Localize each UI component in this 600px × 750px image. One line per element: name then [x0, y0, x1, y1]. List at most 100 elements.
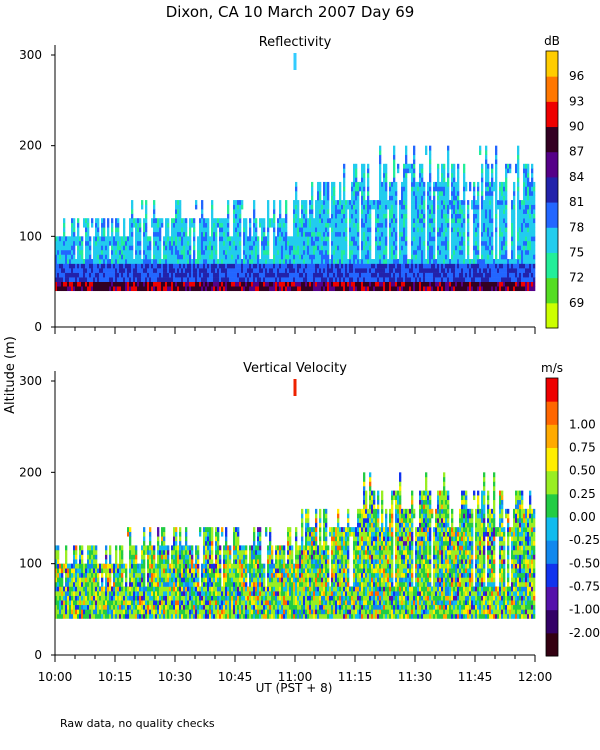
heatmap-cell: [105, 249, 108, 255]
heatmap-cell: [173, 227, 176, 233]
heatmap-cell: [287, 254, 290, 260]
heatmap-cell: [57, 563, 60, 569]
heatmap-cell: [523, 259, 526, 264]
heatmap-cell: [59, 595, 62, 601]
heatmap-cell: [67, 563, 70, 569]
heatmap-cell: [337, 218, 340, 224]
heatmap-cell: [301, 240, 304, 246]
heatmap-cell: [151, 268, 154, 273]
heatmap-cell: [97, 577, 100, 583]
heatmap-cell: [331, 281, 334, 287]
heatmap-cell: [205, 236, 208, 242]
heatmap-cell: [241, 277, 244, 282]
heatmap-cell: [81, 236, 84, 242]
heatmap-cell: [503, 249, 506, 255]
heatmap-cell: [107, 222, 110, 228]
heatmap-cell: [235, 245, 238, 251]
heatmap-cell: [253, 209, 256, 214]
heatmap-cell: [415, 218, 418, 224]
heatmap-cell: [137, 286, 140, 292]
heatmap-cell: [91, 595, 94, 601]
heatmap-cell: [479, 263, 482, 269]
heatmap-cell: [343, 191, 346, 196]
heatmap-cell: [133, 559, 136, 564]
heatmap-cell: [413, 286, 416, 292]
heatmap-cell: [385, 213, 388, 219]
heatmap-cell: [261, 277, 264, 282]
heatmap-cell: [243, 263, 246, 269]
heatmap-cell: [123, 240, 126, 246]
heatmap-cell: [111, 604, 114, 610]
heatmap-cell: [183, 240, 186, 246]
heatmap-cell: [411, 277, 414, 282]
heatmap-cell: [343, 236, 346, 242]
heatmap-cell: [91, 554, 94, 560]
heatmap-cell: [67, 281, 70, 287]
heatmap-cell: [361, 222, 364, 228]
heatmap-cell: [239, 259, 242, 264]
heatmap-cell: [481, 177, 484, 183]
heatmap-cell: [391, 213, 394, 219]
heatmap-cell: [331, 218, 334, 224]
heatmap-cell: [527, 272, 530, 278]
heatmap-cell: [363, 177, 366, 183]
heatmap-cell: [463, 281, 466, 287]
heatmap-cell: [499, 236, 502, 242]
heatmap-cell: [487, 213, 490, 219]
heatmap-cell: [287, 259, 290, 264]
heatmap-cell: [487, 195, 490, 201]
heatmap-cell: [277, 263, 280, 269]
heatmap-cell: [91, 577, 94, 583]
heatmap-cell: [311, 231, 314, 237]
heatmap-cell: [263, 254, 266, 260]
heatmap-cell: [483, 236, 486, 242]
heatmap-cell: [61, 272, 64, 278]
heatmap-cell: [121, 249, 124, 255]
heatmap-cell: [485, 172, 488, 178]
heatmap-cell: [401, 236, 404, 242]
heatmap-cell: [65, 272, 68, 278]
heatmap-cell: [209, 263, 212, 269]
heatmap-cell: [533, 249, 536, 255]
heatmap-cell: [381, 240, 384, 246]
heatmap-cell: [369, 218, 372, 224]
heatmap-cell: [353, 168, 356, 174]
heatmap-cell: [201, 263, 204, 269]
heatmap-cell: [61, 277, 64, 282]
heatmap-cell: [201, 200, 204, 205]
heatmap-cell: [289, 272, 292, 278]
heatmap-cell: [75, 609, 78, 615]
heatmap-cell: [495, 268, 498, 273]
heatmap-cell: [103, 272, 106, 278]
heatmap-cell: [203, 259, 206, 264]
heatmap-cell: [397, 272, 400, 278]
heatmap-cell: [153, 200, 156, 205]
heatmap-cell: [79, 563, 82, 569]
heatmap-cell: [413, 181, 416, 187]
heatmap-cell: [487, 200, 490, 205]
heatmap-cell: [215, 281, 218, 287]
heatmap-cell: [403, 204, 406, 210]
heatmap-cell: [87, 591, 90, 596]
heatmap-cell: [61, 586, 64, 592]
heatmap-cell: [443, 231, 446, 237]
heatmap-cell: [513, 186, 516, 192]
heatmap-cell: [459, 272, 462, 278]
heatmap-cell: [197, 281, 200, 287]
heatmap-cell: [315, 222, 318, 228]
heatmap-cell: [525, 181, 528, 187]
heatmap-cell: [85, 268, 88, 273]
heatmap-cell: [459, 259, 462, 264]
heatmap-cell: [521, 268, 524, 273]
heatmap-cell: [179, 213, 182, 219]
heatmap-cell: [173, 218, 176, 224]
heatmap-cell: [131, 572, 134, 578]
heatmap-cell: [85, 259, 88, 264]
heatmap-cell: [145, 209, 148, 214]
colorbar-tick-label: 90: [569, 120, 584, 134]
footnote: Raw data, no quality checks: [60, 717, 215, 730]
heatmap-cell: [361, 286, 364, 292]
heatmap-cell: [453, 172, 456, 178]
heatmap-cell: [491, 172, 494, 178]
heatmap-cell: [499, 195, 502, 201]
